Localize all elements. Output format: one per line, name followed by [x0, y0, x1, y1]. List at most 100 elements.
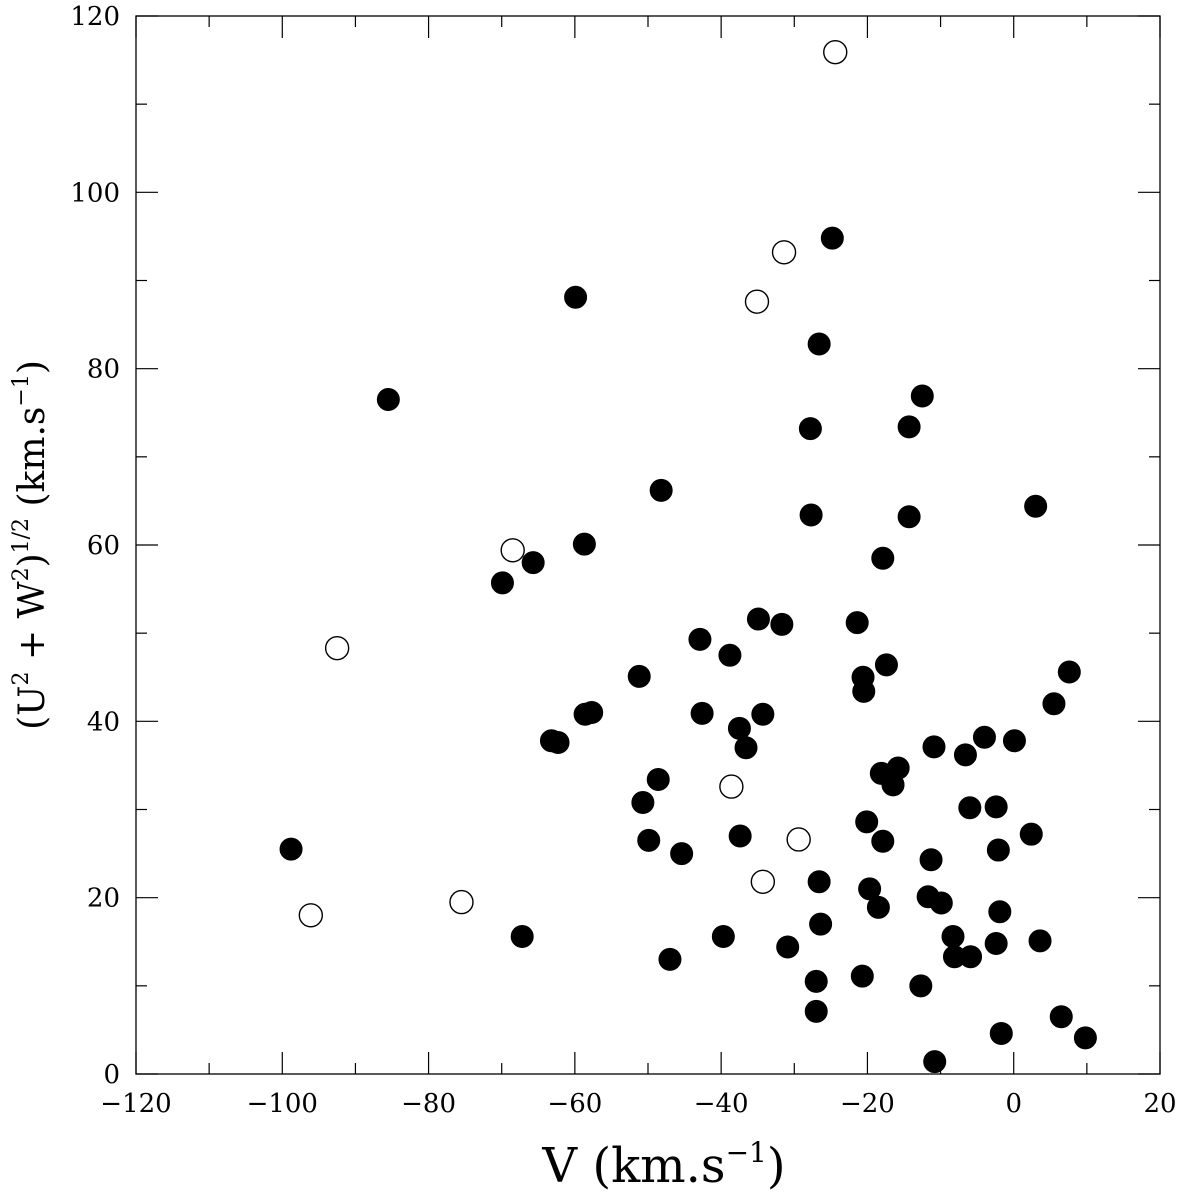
filled-data-point: [855, 810, 879, 834]
filled-data-point: [510, 924, 534, 948]
filled-data-point: [490, 571, 514, 595]
filled-data-point: [852, 679, 876, 703]
filled-data-point: [1024, 494, 1048, 518]
filled-data-point: [807, 870, 831, 894]
filled-data-point: [941, 924, 965, 948]
filled-data-point: [718, 643, 742, 667]
open-data-point: [771, 240, 797, 265]
open-data-point: [750, 869, 776, 894]
filled-data-point: [1042, 692, 1066, 716]
y-axis-title-part-6: (km.s: [12, 407, 53, 518]
filled-data-point: [919, 848, 943, 872]
filled-data-point: [1028, 929, 1052, 953]
filled-data-point: [728, 824, 752, 848]
filled-data-point: [564, 285, 588, 309]
filled-data-point: [929, 891, 953, 915]
filled-data-point: [734, 736, 758, 760]
filled-data-point: [850, 964, 874, 988]
x-tick-label: −60: [547, 1089, 602, 1119]
filled-data-point: [820, 226, 844, 250]
y-tick-label: 80: [87, 355, 120, 385]
filled-data-point: [727, 716, 751, 740]
y-tick-label: 40: [87, 707, 120, 737]
y-axis-title-part-3: 2: [9, 567, 34, 581]
x-axis-title: V (km.s−1): [541, 1136, 785, 1194]
y-axis-title-part-1: 2: [9, 671, 34, 685]
filled-data-point: [897, 505, 921, 529]
filled-data-point: [866, 895, 890, 919]
filled-data-point: [958, 796, 982, 820]
filled-data-point: [897, 415, 921, 439]
filled-data-point: [646, 768, 670, 792]
axis-tick-labels: −120 −100 −80 −60 −40 −20 0 20 0 20 40 60 80 100 120: [70, 2, 1176, 1119]
filled-data-point: [881, 773, 905, 797]
filled-data-point: [874, 653, 898, 677]
filled-data-point: [989, 1021, 1013, 1045]
x-axis-title-close: ): [767, 1138, 786, 1194]
filled-data-point: [572, 532, 596, 556]
filled-data-point: [871, 829, 895, 853]
x-tick-label: 0: [1005, 1089, 1022, 1119]
filled-data-point: [988, 900, 1012, 924]
filled-data-point: [922, 735, 946, 759]
axis-ticks: [135, 15, 1161, 1075]
filled-data-point: [658, 947, 682, 971]
filled-data-point: [798, 417, 822, 441]
open-data-point: [449, 889, 474, 915]
filled-data-point: [972, 725, 996, 749]
y-axis-title-part-0: (U: [12, 685, 53, 729]
open-data-point: [786, 827, 811, 852]
filled-data-point: [631, 790, 655, 814]
filled-data-point: [546, 730, 570, 754]
x-tick-label: −20: [840, 1089, 895, 1119]
filled-data-point: [909, 974, 933, 998]
filled-data-point: [1049, 1005, 1073, 1029]
filled-data-point: [910, 384, 934, 408]
data-points: [279, 39, 1097, 1074]
filled-data-point: [1002, 729, 1026, 753]
y-axis-title-part-5: 1/2: [9, 518, 34, 553]
filled-data-point: [279, 837, 303, 861]
open-data-point: [744, 289, 770, 314]
y-tick-label: 0: [103, 1060, 120, 1090]
filled-data-point: [953, 743, 977, 767]
filled-data-point: [1019, 822, 1043, 846]
y-axis-title-part-4: ): [12, 553, 53, 567]
y-axis-title-part-2: + W: [12, 581, 53, 671]
y-tick-label: 100: [70, 178, 120, 208]
filled-data-point: [580, 701, 604, 725]
filled-data-point: [637, 828, 661, 852]
filled-data-point: [770, 612, 794, 636]
y-tick-label: 60: [87, 531, 120, 561]
y-tick-label: 120: [70, 2, 120, 32]
x-tick-label: −80: [401, 1089, 456, 1119]
filled-data-point: [649, 478, 673, 502]
open-data-point: [324, 635, 350, 661]
filled-data-point: [986, 838, 1010, 862]
filled-data-point: [1057, 660, 1081, 684]
filled-data-point: [1073, 1026, 1097, 1050]
filled-data-point: [807, 332, 831, 356]
x-axis-title-sup: −1: [726, 1136, 767, 1169]
filled-data-point: [799, 503, 823, 527]
y-axis-title-part-7: −1: [9, 374, 34, 406]
open-data-point: [823, 39, 848, 65]
filled-data-point: [690, 701, 714, 725]
filled-data-point: [871, 546, 895, 570]
y-axis-title-part-8: ): [12, 360, 53, 374]
filled-data-point: [923, 1050, 947, 1074]
open-data-point: [719, 774, 744, 799]
x-tick-label: −40: [694, 1089, 749, 1119]
x-axis-title-main: V (km.s: [541, 1138, 725, 1194]
x-tick-label: −120: [100, 1089, 171, 1119]
filled-data-point: [376, 388, 400, 412]
filled-data-point: [688, 627, 712, 651]
filled-data-point: [776, 935, 800, 959]
filled-data-point: [627, 664, 651, 688]
y-tick-label: 20: [87, 884, 120, 914]
open-data-point: [500, 538, 525, 563]
x-tick-label: 20: [1143, 1089, 1176, 1119]
y-axis-title: (U2 + W2)1/2 (km.s−1): [9, 360, 53, 730]
